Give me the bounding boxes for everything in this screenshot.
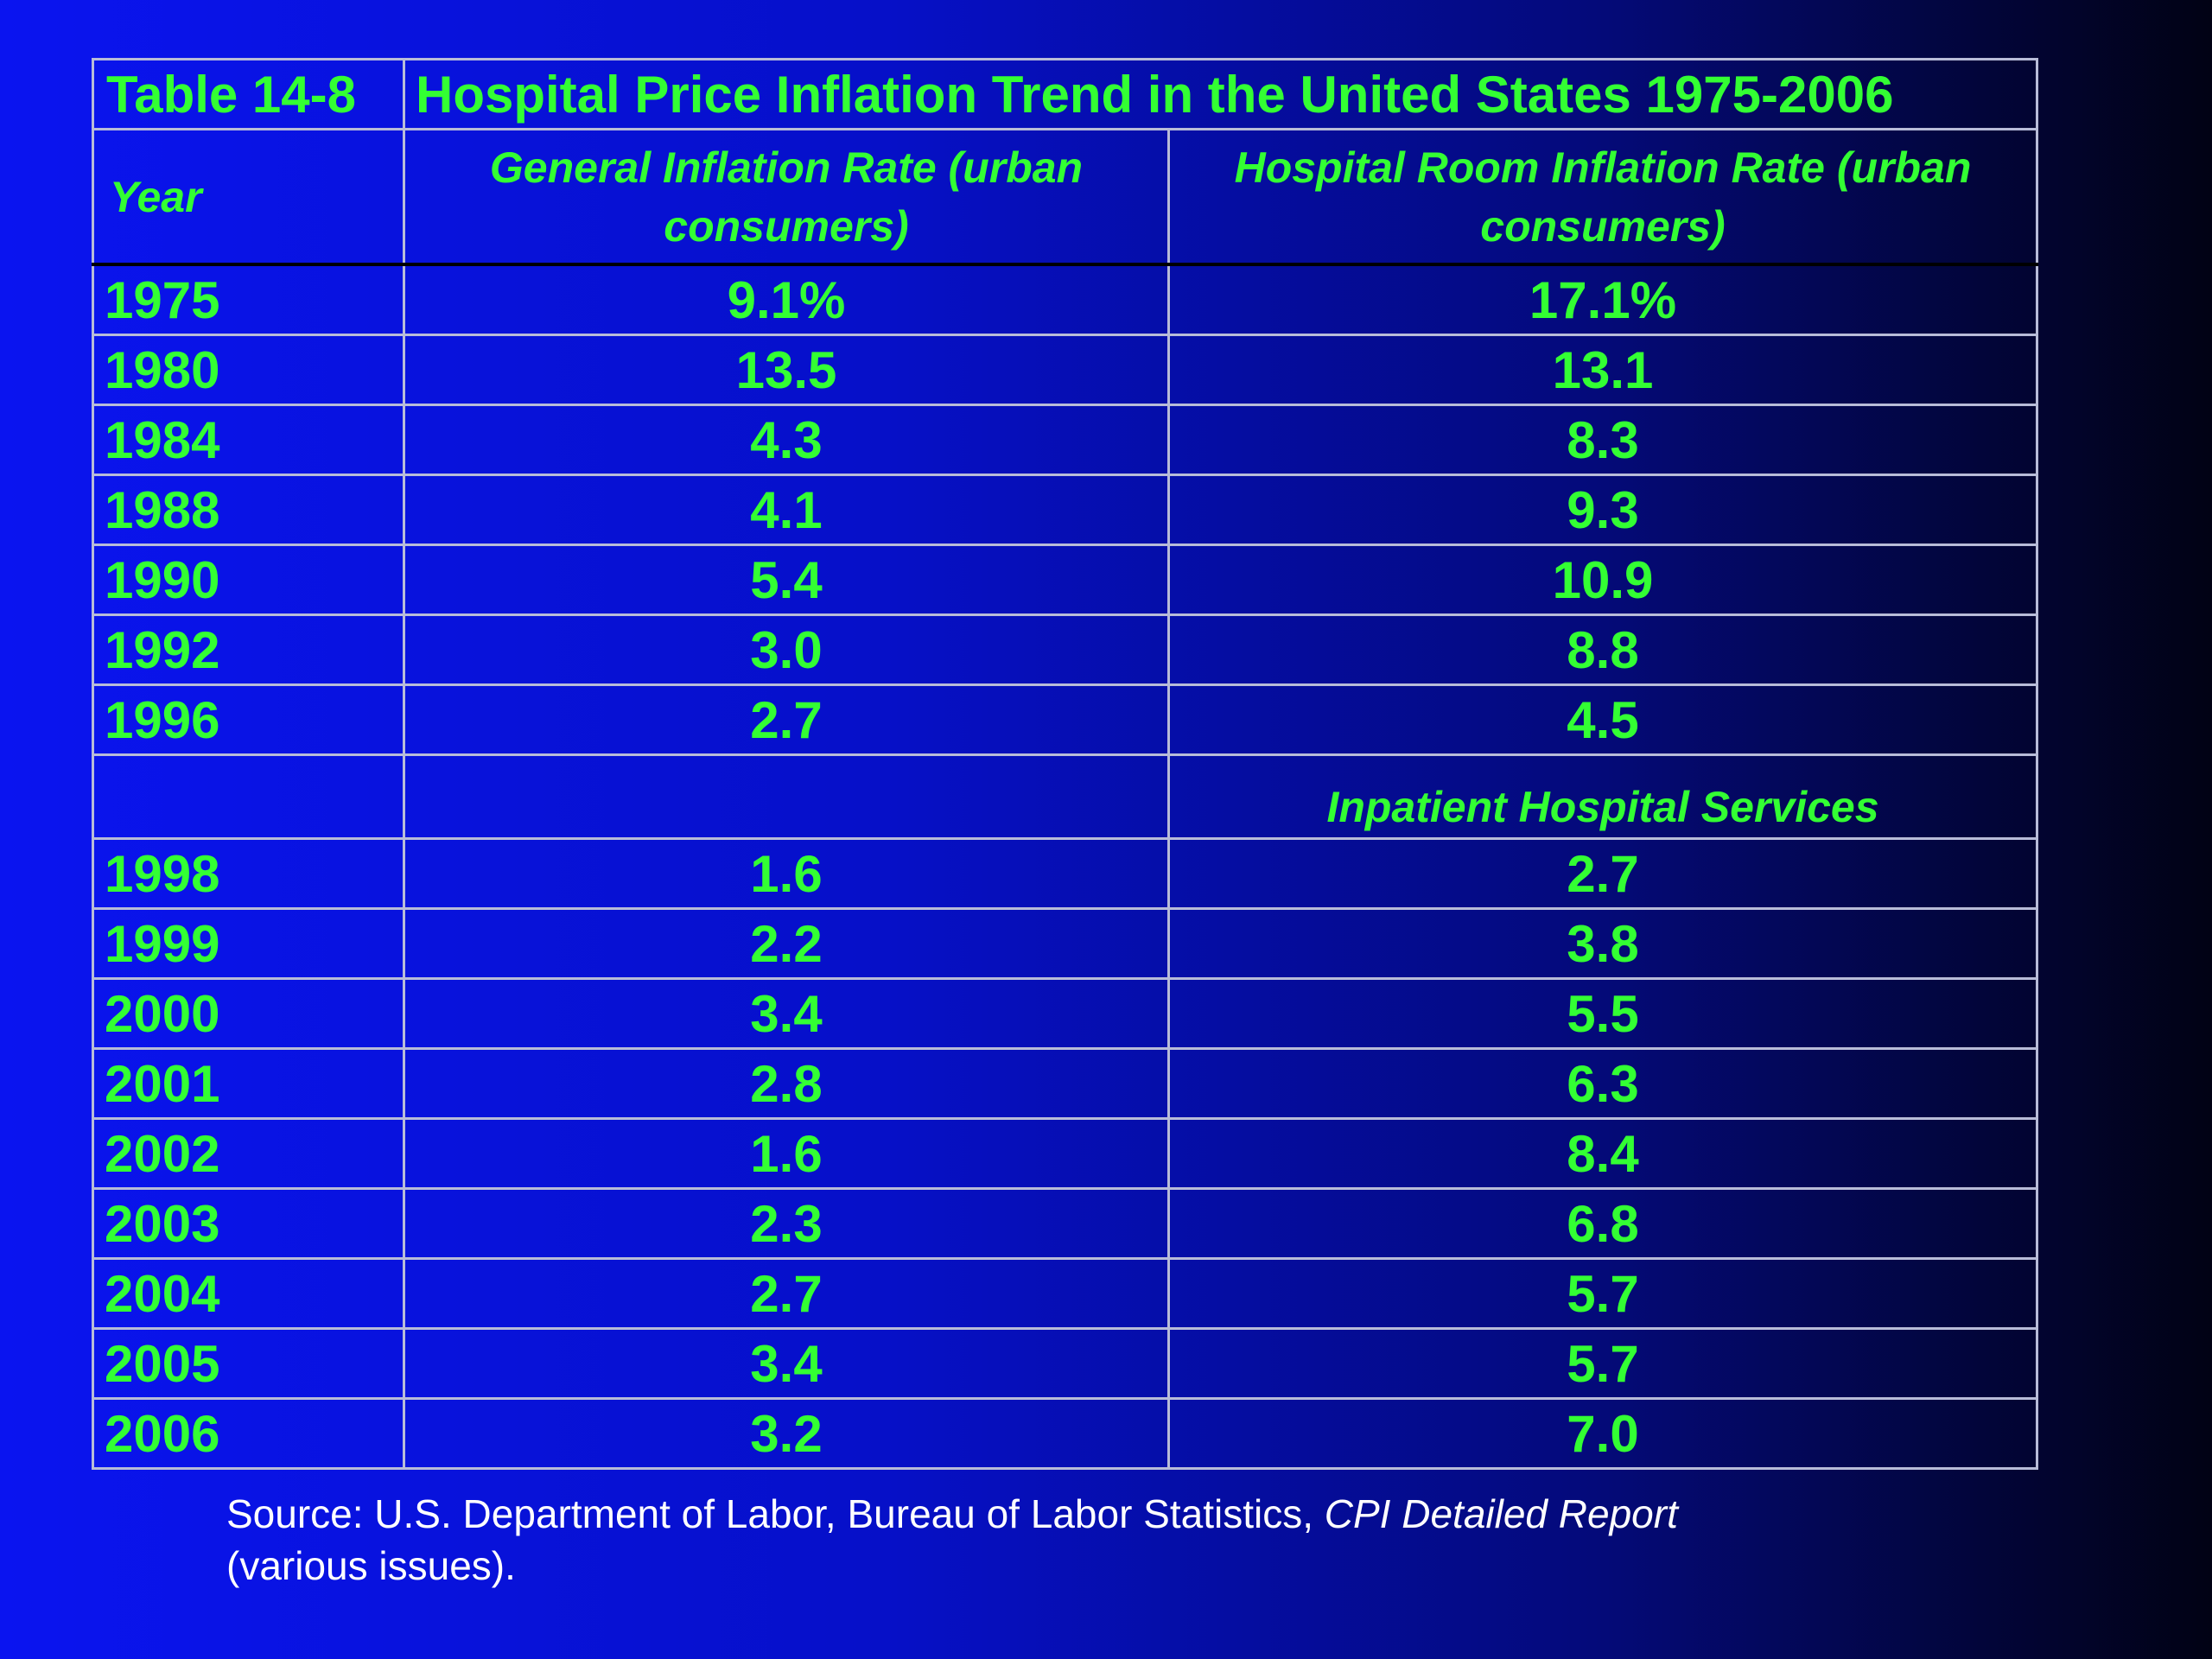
inpatient-rate-cell: 5.7 [1167,1257,2038,1330]
inpatient-rate-cell: 5.5 [1167,977,2038,1050]
source-note: Source: U.S. Department of Labor, Bureau… [226,1488,1782,1592]
source-publication: CPI Detailed Report [1324,1491,1678,1536]
hospital-rate-cell: 10.9 [1167,543,2038,616]
year-cell: 2005 [92,1327,405,1400]
general-rate-cell: 9.1% [403,263,1170,336]
table-row: 2005 3.4 5.7 [92,1327,2038,1400]
year-cell: 2006 [92,1397,405,1470]
table-row: 1998 1.6 2.7 [92,837,2038,910]
inpatient-rate-cell: 2.7 [1167,837,2038,910]
year-cell: 1996 [92,683,405,756]
general-rate-cell: 1.6 [403,1117,1170,1190]
header-general-inflation: General Inflation Rate (urban consumers) [403,128,1170,266]
table-row: 2006 3.2 7.0 [92,1397,2038,1470]
table-number: Table 14-8 [92,58,405,130]
inpatient-rate-cell: 6.8 [1167,1187,2038,1260]
inpatient-rate-cell: 6.3 [1167,1047,2038,1120]
column-header-row: Year General Inflation Rate (urban consu… [92,128,2038,266]
year-cell: 1980 [92,334,405,406]
empty-cell [403,753,1170,840]
general-rate-cell: 3.4 [403,977,1170,1050]
empty-cell [92,753,405,840]
table-title: Hospital Price Inflation Trend in the Un… [403,58,2038,130]
table-row: 1984 4.3 8.3 [92,404,2038,476]
general-rate-cell: 5.4 [403,543,1170,616]
general-rate-cell: 13.5 [403,334,1170,406]
general-rate-cell: 2.3 [403,1187,1170,1260]
table-row: 1992 3.0 8.8 [92,613,2038,686]
general-rate-cell: 3.2 [403,1397,1170,1470]
inpatient-rate-cell: 5.7 [1167,1327,2038,1400]
year-cell: 1975 [92,263,405,336]
source-suffix: (various issues). [226,1543,516,1588]
general-rate-cell: 2.7 [403,683,1170,756]
year-cell: 1999 [92,907,405,980]
source-prefix: Source: U.S. Department of Labor, Bureau… [226,1491,1325,1536]
general-rate-cell: 4.1 [403,474,1170,546]
table-row: 2004 2.7 5.7 [92,1257,2038,1330]
table-title-row: Table 14-8 Hospital Price Inflation Tren… [92,58,2038,130]
table-row: 1975 9.1% 17.1% [92,263,2038,336]
inpatient-rate-cell: 3.8 [1167,907,2038,980]
year-cell: 1988 [92,474,405,546]
general-rate-cell: 3.4 [403,1327,1170,1400]
table-row: 2001 2.8 6.3 [92,1047,2038,1120]
header-year: Year [92,128,405,266]
general-rate-cell: 1.6 [403,837,1170,910]
year-cell: 1984 [92,404,405,476]
table-row: 2003 2.3 6.8 [92,1187,2038,1260]
hospital-rate-cell: 13.1 [1167,334,2038,406]
table-row: 2000 3.4 5.5 [92,977,2038,1050]
year-cell: 2004 [92,1257,405,1330]
general-rate-cell: 2.2 [403,907,1170,980]
year-cell: 2002 [92,1117,405,1190]
year-cell: 2001 [92,1047,405,1120]
table-row: 1990 5.4 10.9 [92,543,2038,616]
inflation-table: Table 14-8 Hospital Price Inflation Tren… [92,58,2038,1470]
inpatient-rate-cell: 7.0 [1167,1397,2038,1470]
subheader-inpatient-services: Inpatient Hospital Services [1167,753,2038,840]
year-cell: 1998 [92,837,405,910]
hospital-rate-cell: 17.1% [1167,263,2038,336]
subheader-row: Inpatient Hospital Services [92,753,2038,840]
general-rate-cell: 3.0 [403,613,1170,686]
year-cell: 1992 [92,613,405,686]
table-row: 1980 13.5 13.1 [92,334,2038,406]
hospital-rate-cell: 8.8 [1167,613,2038,686]
year-cell: 2000 [92,977,405,1050]
general-rate-cell: 2.7 [403,1257,1170,1330]
inpatient-rate-cell: 8.4 [1167,1117,2038,1190]
hospital-rate-cell: 9.3 [1167,474,2038,546]
table-row: 1996 2.7 4.5 [92,683,2038,756]
year-cell: 2003 [92,1187,405,1260]
hospital-rate-cell: 4.5 [1167,683,2038,756]
table-row: 1988 4.1 9.3 [92,474,2038,546]
year-cell: 1990 [92,543,405,616]
hospital-rate-cell: 8.3 [1167,404,2038,476]
general-rate-cell: 2.8 [403,1047,1170,1120]
header-hospital-room-inflation: Hospital Room Inflation Rate (urban cons… [1167,128,2038,266]
table-row: 2002 1.6 8.4 [92,1117,2038,1190]
general-rate-cell: 4.3 [403,404,1170,476]
table-row: 1999 2.2 3.8 [92,907,2038,980]
